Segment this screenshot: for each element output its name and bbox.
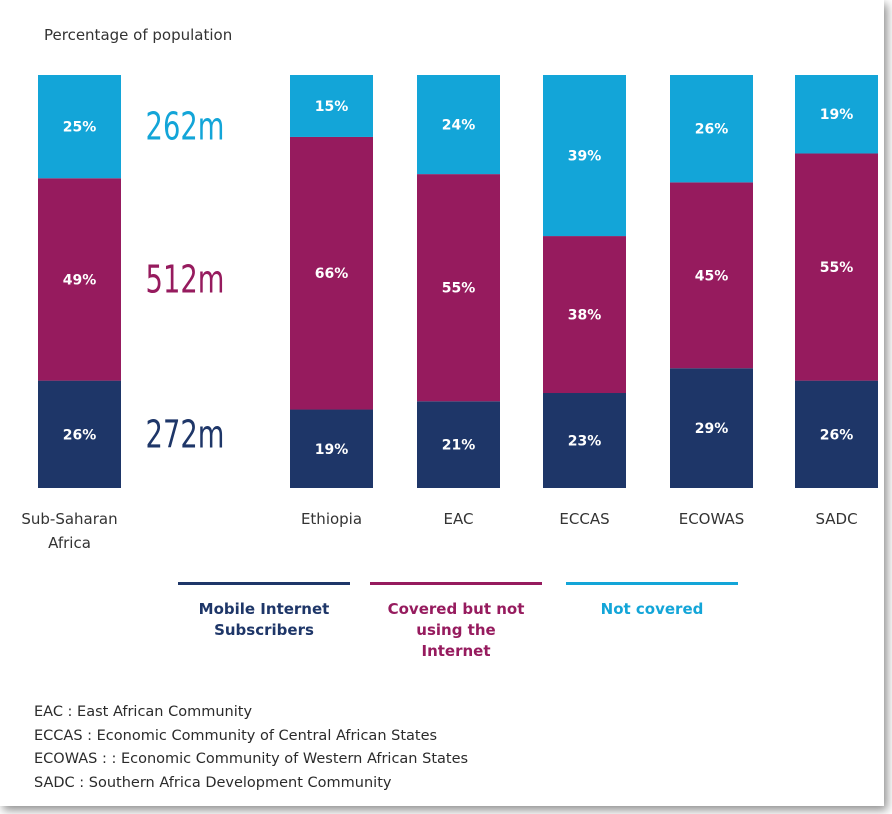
- data-label: 38%: [568, 308, 602, 324]
- x-tick-label: Ethiopia: [301, 510, 362, 528]
- data-label: 24%: [442, 118, 476, 134]
- bar-segment: [38, 380, 121, 488]
- legend-swatch: [370, 582, 542, 585]
- data-label: 49%: [63, 272, 97, 288]
- bar-segment: [38, 75, 121, 179]
- legend-swatch: [178, 582, 350, 585]
- totals-annotations: 262m 512m 272m: [146, 104, 225, 456]
- bar-segment: [417, 75, 500, 175]
- data-label: 26%: [820, 427, 854, 443]
- bar-segment: [795, 75, 878, 154]
- abbreviation-eac: EAC : East African Community: [34, 704, 253, 720]
- bar-segment: [670, 368, 753, 488]
- y-axis-title: Percentage of population: [44, 26, 232, 44]
- legend-item: Mobile Internet Subscribers: [178, 582, 350, 641]
- bar-segment: [543, 236, 626, 394]
- bar-segment: [543, 75, 626, 237]
- legend-label: Mobile Internet Subscribers: [198, 600, 330, 639]
- data-label: 39%: [568, 149, 602, 165]
- data-label: 26%: [695, 122, 729, 138]
- data-label: 29%: [695, 421, 729, 437]
- data-label: 26%: [63, 427, 97, 443]
- data-label: 19%: [820, 107, 854, 123]
- x-tick-label: SADC: [815, 510, 857, 528]
- data-label: 66%: [315, 266, 349, 282]
- legend-label: Not covered: [600, 600, 704, 618]
- data-label: 23%: [568, 434, 602, 450]
- x-axis-tick-labels: Sub-Saharan Africa Ethiopia EAC ECCAS ECOWAS S…: [21, 510, 857, 552]
- x-tick-label: EAC: [444, 510, 474, 528]
- bar-segment: [670, 75, 753, 183]
- total-annotation: 262m: [146, 104, 225, 149]
- data-label: 55%: [820, 260, 854, 276]
- data-label: 55%: [442, 281, 476, 297]
- bar-segment: [795, 380, 878, 488]
- bar-segment: [543, 393, 626, 488]
- abbreviation-eccas: ECCAS : Economic Community of Central Af…: [34, 727, 438, 744]
- abbreviation-sadc: SADC : Southern Africa Development Commu…: [34, 774, 392, 791]
- legend-item: Not covered: [566, 582, 738, 620]
- x-tick-label: ECOWAS: [679, 510, 745, 528]
- data-label: 25%: [63, 120, 97, 136]
- bars-group: 26% 49% 25% 19% 66% 15% 21% 55% 24% 23% 38% 39% 29% 4…: [38, 75, 878, 488]
- bar-segment: [38, 178, 121, 381]
- data-label: 21%: [442, 438, 476, 454]
- bar-segment: [795, 153, 878, 381]
- bar-segment: [290, 409, 373, 488]
- total-annotation: 272m: [146, 412, 225, 457]
- bar-segment: [290, 75, 373, 137]
- data-label: 45%: [695, 268, 729, 284]
- bar-segment: [290, 136, 373, 410]
- x-tick-label: ECCAS: [559, 510, 609, 528]
- abbreviations-list: EAC : East African Community ECCAS : Eco…: [34, 704, 468, 798]
- data-label: 19%: [315, 442, 349, 458]
- total-annotation: 512m: [146, 257, 225, 302]
- legend-swatch: [566, 582, 738, 585]
- x-tick-label: Sub-Saharan Africa: [21, 510, 117, 552]
- bar-segment: [417, 174, 500, 402]
- bar-segment: [417, 401, 500, 488]
- legend-item: Covered but not using the Internet: [370, 582, 542, 662]
- legend-label: Covered but not using the Internet: [387, 600, 525, 660]
- data-label: 15%: [315, 99, 349, 115]
- abbreviation-ecowas: ECOWAS : : Economic Community of Western…: [34, 751, 469, 767]
- bar-segment: [670, 182, 753, 369]
